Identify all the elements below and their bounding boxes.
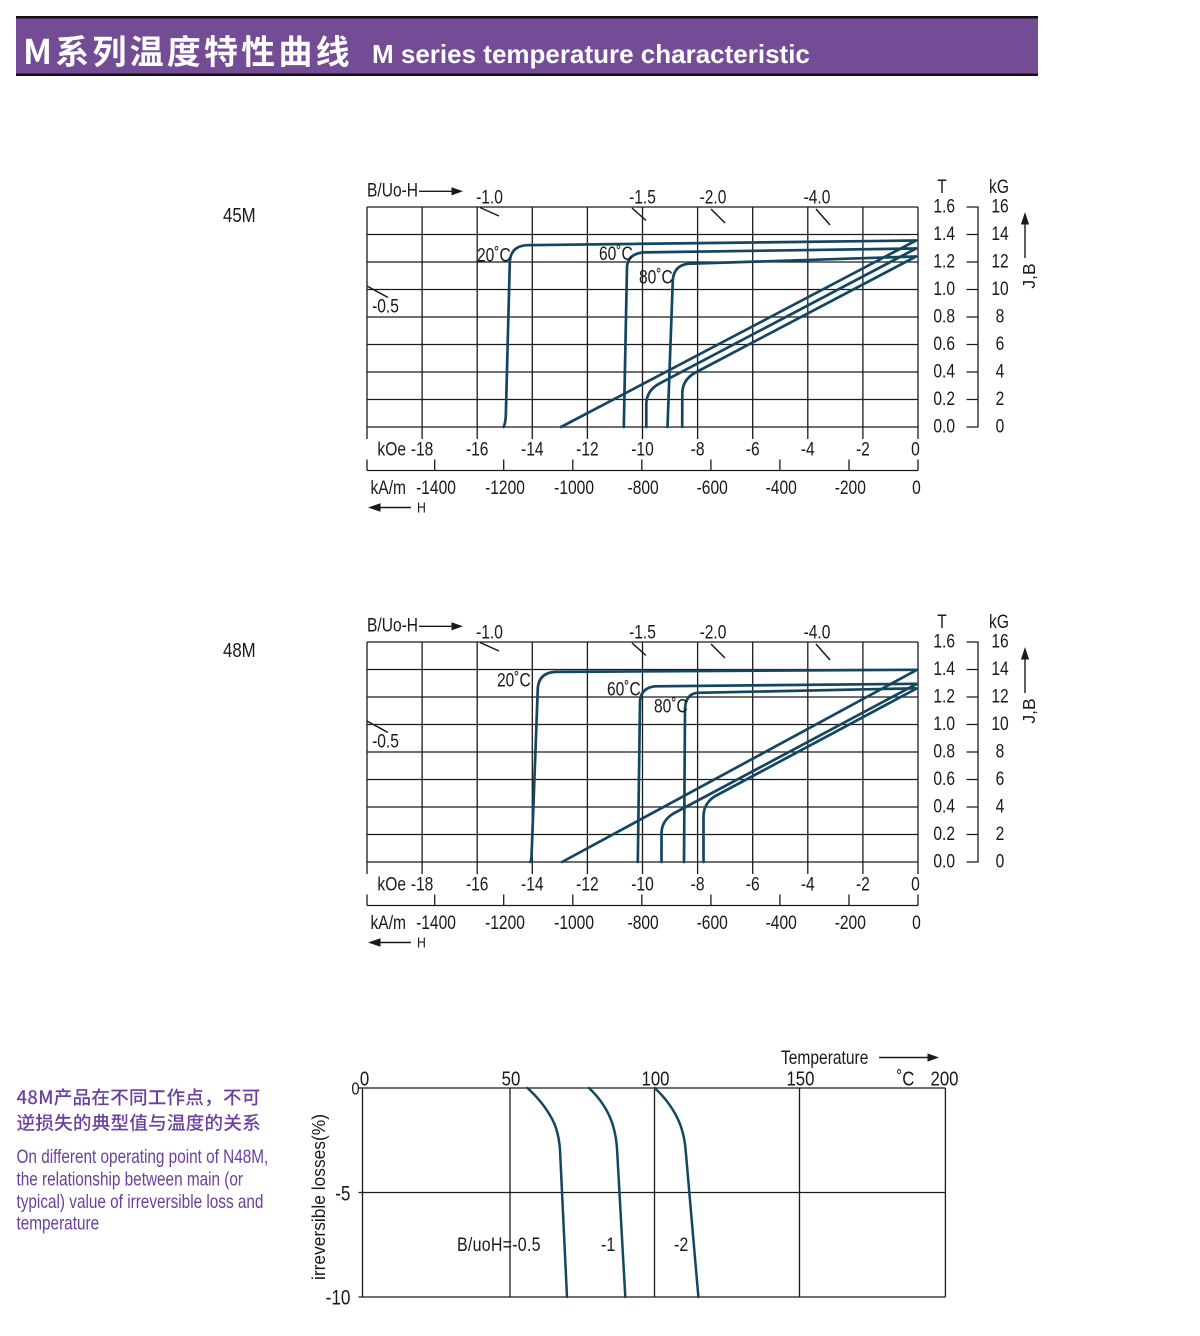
svg-text:80˚C: 80˚C: [654, 695, 688, 717]
svg-text:20˚C: 20˚C: [497, 669, 531, 691]
svg-text:150: 150: [786, 1067, 814, 1090]
svg-text:-5: -5: [335, 1183, 350, 1206]
svg-text:100: 100: [641, 1067, 669, 1090]
svg-text:60˚C: 60˚C: [599, 243, 633, 265]
svg-text:M series temperature characte: M series temperature characteristic: [372, 39, 810, 69]
svg-text:B/uoH=-0.5: B/uoH=-0.5: [457, 1234, 541, 1256]
svg-text:-10: -10: [326, 1287, 351, 1310]
svg-text:0: 0: [351, 1079, 359, 1099]
svg-text:20˚C: 20˚C: [477, 244, 511, 266]
svg-text:temperature: temperature: [17, 1212, 100, 1234]
svg-text:Temperature: Temperature: [781, 1047, 868, 1069]
svg-text:irreversible losses(%): irreversible losses(%): [309, 1114, 329, 1280]
svg-text:-1: -1: [601, 1234, 615, 1256]
svg-text:50: 50: [502, 1067, 521, 1090]
svg-text:45M: 45M: [223, 203, 256, 226]
svg-text:60˚C: 60˚C: [607, 678, 641, 700]
svg-text:On different operating point o: On different operating point of N48M,: [17, 1145, 269, 1167]
svg-text:0: 0: [360, 1067, 369, 1090]
svg-text:200: 200: [930, 1067, 958, 1090]
svg-text:48M: 48M: [223, 638, 256, 661]
svg-text:˚C: ˚C: [897, 1067, 915, 1090]
svg-text:typical) value of irreversible: typical) value of irreversible loss and: [17, 1190, 264, 1212]
svg-text:the relationship between main: the relationship between main (or: [17, 1168, 244, 1190]
svg-text:-2: -2: [674, 1234, 688, 1256]
svg-text:80˚C: 80˚C: [639, 266, 673, 288]
